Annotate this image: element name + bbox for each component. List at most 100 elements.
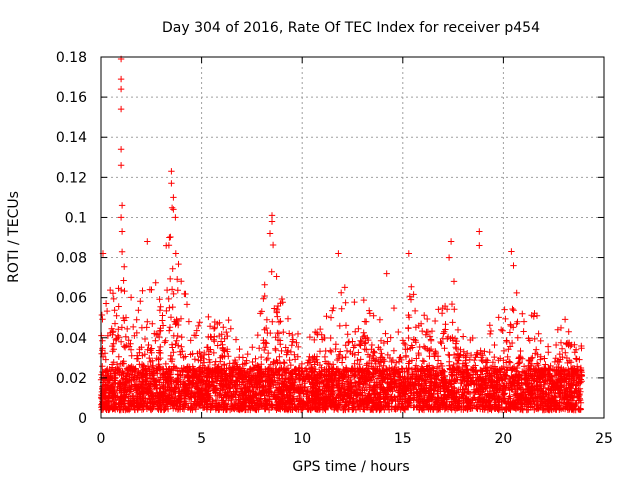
- data-point: [277, 341, 284, 348]
- data-point: [249, 358, 256, 366]
- data-point: [443, 401, 450, 408]
- data-point: [271, 305, 278, 312]
- data-point: [321, 385, 329, 392]
- data-point: [492, 403, 500, 411]
- data-point: [426, 362, 433, 369]
- data-point: [199, 390, 206, 397]
- data-point: [263, 316, 271, 323]
- data-point: [498, 365, 505, 372]
- data-point: [118, 324, 126, 331]
- data-point: [327, 314, 335, 321]
- data-point: [482, 375, 490, 382]
- data-point: [494, 378, 501, 385]
- data-point: [276, 353, 283, 360]
- data-point: [516, 384, 523, 391]
- data-point: [154, 331, 162, 339]
- data-point: [174, 395, 182, 402]
- data-point: [412, 324, 420, 331]
- data-point: [121, 287, 128, 295]
- data-point: [117, 379, 124, 386]
- data-point: [285, 376, 292, 383]
- data-point: [439, 367, 446, 374]
- data-point: [427, 378, 434, 385]
- data-point: [321, 395, 328, 403]
- data-point: [103, 406, 110, 413]
- data-point: [520, 328, 527, 335]
- data-point: [380, 339, 388, 347]
- data-point: [460, 352, 467, 359]
- data-point: [510, 307, 517, 314]
- data-point: [440, 392, 448, 399]
- data-point: [284, 315, 292, 322]
- data-point: [419, 327, 426, 335]
- data-point: [136, 361, 143, 368]
- data-point: [131, 406, 139, 414]
- data-point: [167, 275, 174, 283]
- data-point: [455, 371, 463, 378]
- data-point: [338, 305, 345, 312]
- data-point: [112, 336, 120, 343]
- data-point: [242, 381, 250, 389]
- data-point: [398, 356, 405, 364]
- data-point: [277, 386, 285, 393]
- data-point: [218, 373, 225, 380]
- data-point: [485, 398, 493, 405]
- data-point: [195, 378, 202, 385]
- data-point: [110, 295, 117, 303]
- data-point: [323, 313, 330, 320]
- data-point: [272, 346, 279, 354]
- data-point: [541, 355, 548, 362]
- data-point: [538, 390, 546, 397]
- data-point: [209, 397, 216, 405]
- data-point: [180, 402, 187, 409]
- data-point: [99, 345, 106, 352]
- data-point: [377, 368, 384, 375]
- data-point: [399, 337, 407, 344]
- data-point: [424, 374, 431, 381]
- data-point: [355, 325, 362, 332]
- data-point: [239, 354, 247, 361]
- data-point: [572, 355, 580, 362]
- data-point: [329, 307, 336, 314]
- data-point: [270, 393, 277, 400]
- data-point: [295, 385, 302, 392]
- data-point: [106, 398, 113, 405]
- data-point: [544, 343, 552, 350]
- data-point: [568, 393, 575, 400]
- data-point: [115, 326, 122, 333]
- data-point: [556, 398, 563, 406]
- data-point: [519, 399, 526, 407]
- data-point: [204, 367, 211, 375]
- data-point: [200, 396, 207, 403]
- data-point: [449, 372, 456, 380]
- data-point: [267, 361, 274, 368]
- data-point: [267, 329, 274, 337]
- data-point: [127, 340, 134, 347]
- data-point: [397, 354, 404, 361]
- data-point: [213, 366, 221, 373]
- data-point: [99, 316, 106, 323]
- data-point: [573, 380, 581, 388]
- data-point: [156, 349, 163, 356]
- data-point: [203, 366, 210, 374]
- data-point: [501, 395, 508, 402]
- data-point: [320, 334, 328, 342]
- data-point: [277, 318, 284, 325]
- data-point: [241, 385, 248, 392]
- data-point: [189, 363, 196, 370]
- data-point: [217, 338, 225, 345]
- data-point: [153, 382, 160, 389]
- data-point: [238, 366, 245, 374]
- data-point: [193, 327, 200, 334]
- data-point: [355, 349, 362, 356]
- data-point: [156, 296, 163, 303]
- data-point: [299, 404, 306, 411]
- data-point: [514, 364, 521, 372]
- data-point: [481, 348, 488, 355]
- data-point: [178, 343, 185, 350]
- data-point: [207, 333, 214, 340]
- data-point: [252, 355, 259, 362]
- data-point: [238, 401, 245, 409]
- data-point: [269, 403, 276, 411]
- data-point: [338, 289, 345, 296]
